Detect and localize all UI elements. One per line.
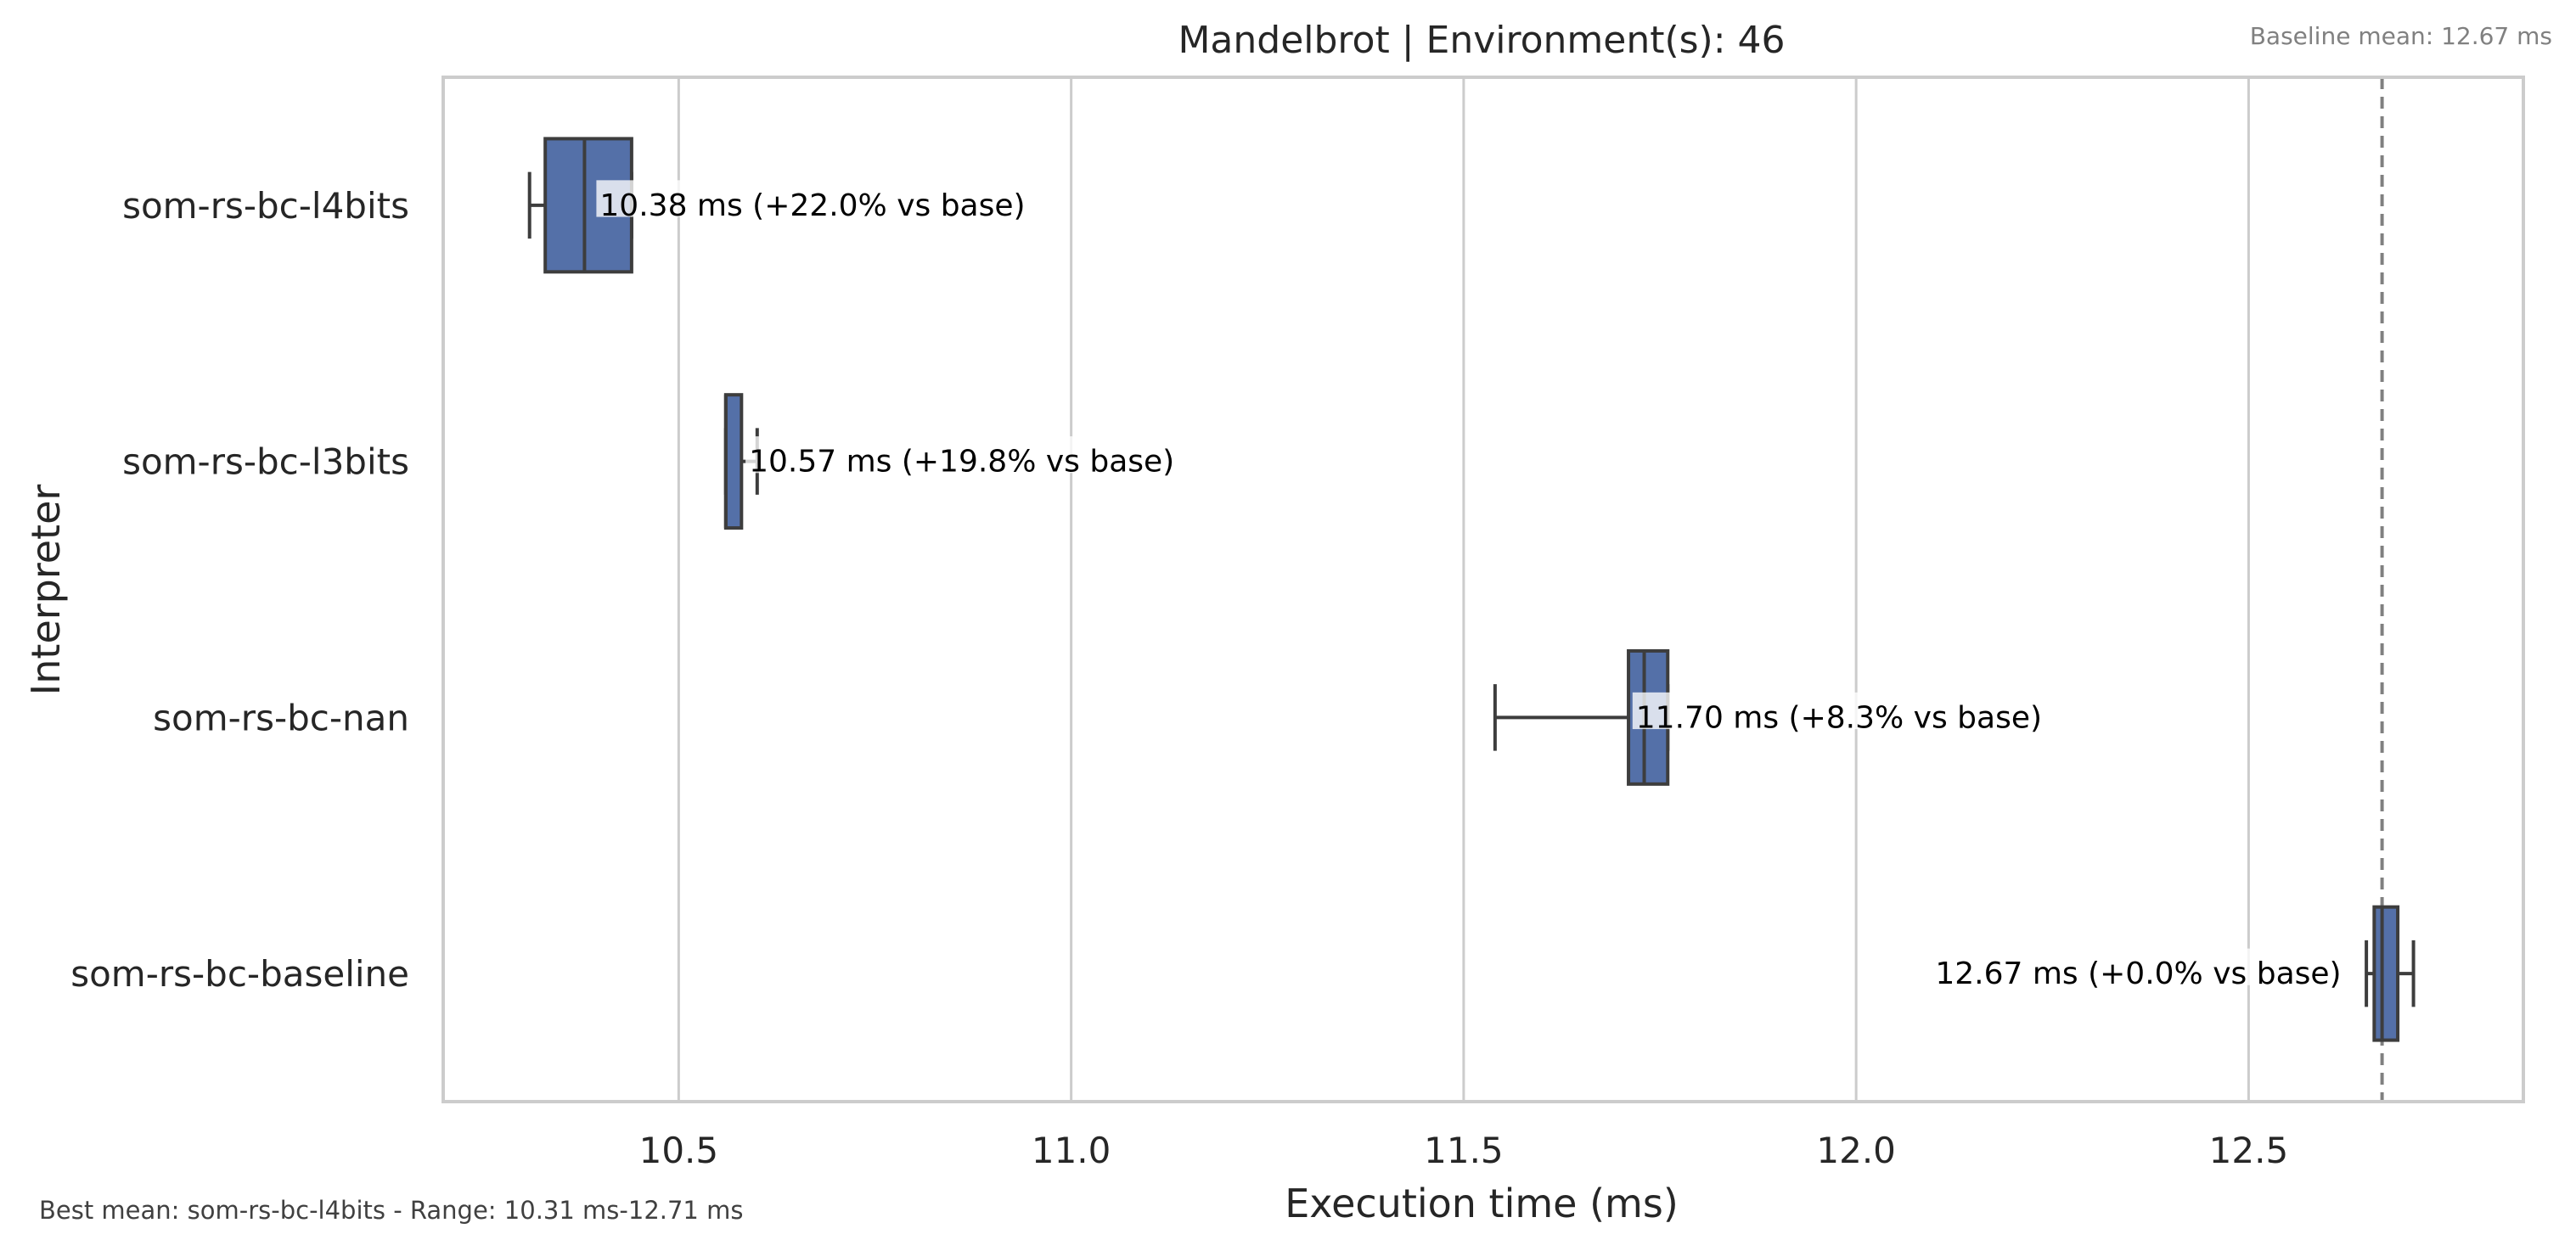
y-tick-label: som-rs-bc-baseline xyxy=(70,953,409,995)
x-tick-label: 11.0 xyxy=(1032,1130,1111,1171)
baseline-mean-note: Baseline mean: 12.67 ms xyxy=(2250,22,2552,50)
y-axis-label: Interpreter xyxy=(23,485,69,696)
footer-note: Best mean: som-rs-bc-l4bits - Range: 10.… xyxy=(39,1196,743,1225)
value-label-background xyxy=(745,436,1198,474)
box-som-rs-bc-baseline xyxy=(2372,905,2400,1042)
chart-title: Mandelbrot | Environment(s): 46 xyxy=(1178,19,1785,62)
value-label: 11.70 ms (+8.3% vs base) xyxy=(1636,700,2042,735)
plot-area-frame xyxy=(442,76,2525,1103)
x-axis-label: Execution time (ms) xyxy=(1285,1181,1679,1226)
value-label: 12.67 ms (+0.0% vs base) xyxy=(1935,956,2341,991)
value-labels-layer: 10.38 ms (+22.0% vs base) 10.57 ms (+19.8… xyxy=(596,180,2345,991)
y-tick-labels: som-rs-bc-l4bits som-rs-bc-l3bits som-rs-b… xyxy=(70,185,409,995)
value-label: 10.38 ms (+22.0% vs base) xyxy=(599,188,1025,223)
value-label: 10.57 ms (+19.8% vs base) xyxy=(749,445,1174,480)
y-tick-label: som-rs-bc-nan xyxy=(153,697,409,738)
x-tick-label: 12.5 xyxy=(2209,1130,2289,1171)
grid-lines xyxy=(677,77,2250,1102)
y-tick-label: som-rs-bc-l3bits xyxy=(122,441,409,483)
value-label-background xyxy=(1910,948,2345,985)
value-label-background xyxy=(1632,692,2067,730)
x-tick-label: 11.5 xyxy=(1424,1130,1504,1171)
x-tick-label: 12.0 xyxy=(1816,1130,1896,1171)
value-label-background xyxy=(596,180,1049,217)
x-tick-label: 10.5 xyxy=(639,1130,719,1171)
boxes-layer xyxy=(527,137,2416,1042)
x-tick-labels: 10.5 11.0 11.5 12.0 12.5 xyxy=(639,1130,2289,1171)
y-tick-label: som-rs-bc-l4bits xyxy=(122,185,409,227)
box-som-rs-bc-l3bits xyxy=(723,393,744,530)
